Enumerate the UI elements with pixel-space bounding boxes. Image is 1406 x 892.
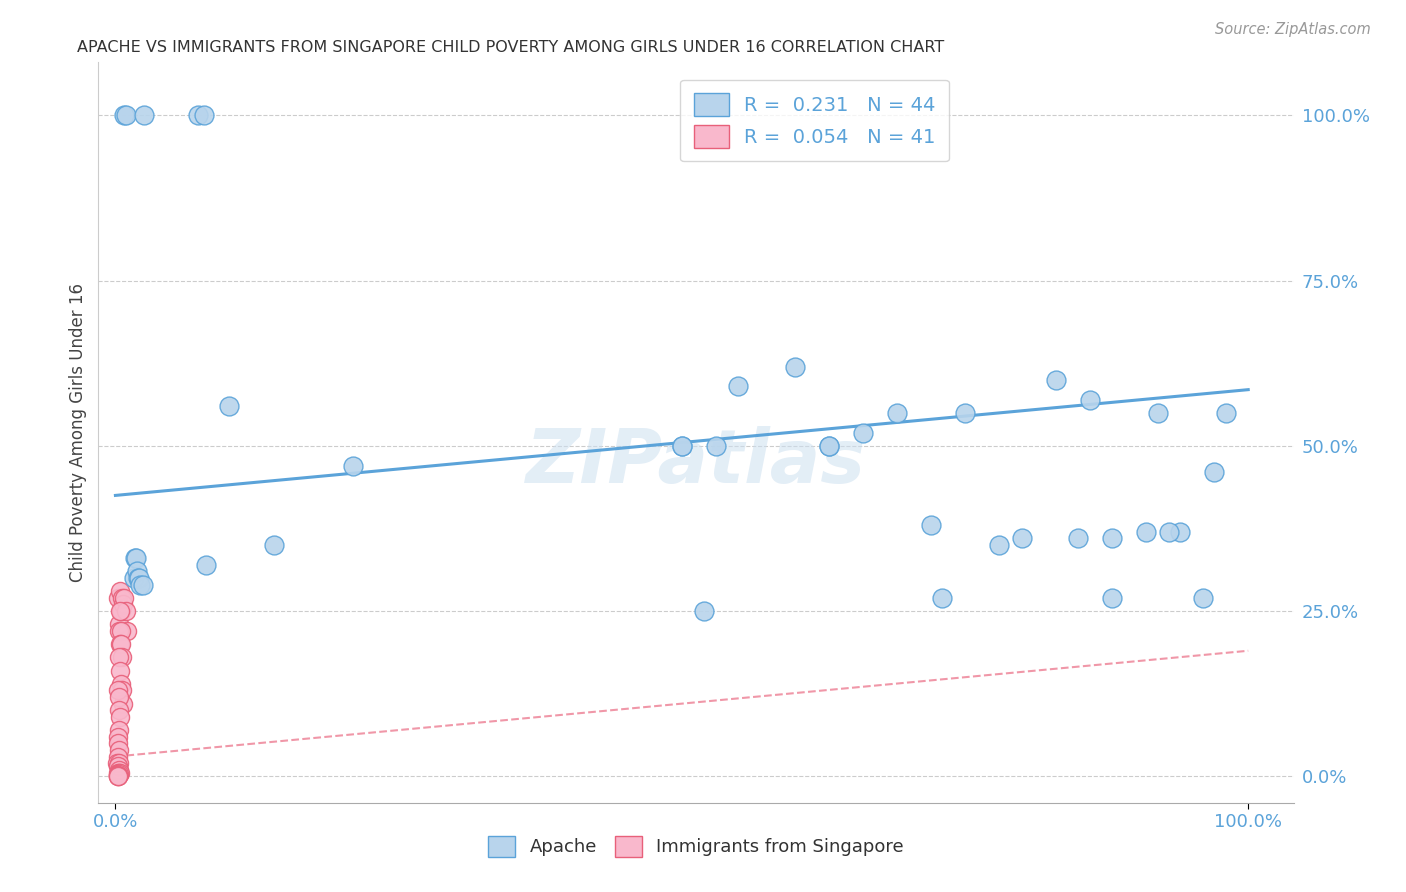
Point <box>107 683 129 698</box>
Point <box>110 637 132 651</box>
Point <box>110 604 132 618</box>
Text: APACHE VS IMMIGRANTS FROM SINGAPORE CHILD POVERTY AMONG GIRLS UNDER 16 CORRELATI: APACHE VS IMMIGRANTS FROM SINGAPORE CHIL… <box>77 40 945 55</box>
Point <box>124 551 146 566</box>
Point <box>111 650 134 665</box>
Point <box>108 617 131 632</box>
Point <box>114 108 136 122</box>
Point <box>108 584 131 599</box>
Point <box>107 736 129 750</box>
Point <box>671 439 693 453</box>
Point <box>953 406 976 420</box>
Point <box>818 439 841 453</box>
Point <box>1135 524 1157 539</box>
Point <box>107 768 129 782</box>
Point <box>108 710 131 724</box>
Point <box>342 458 364 473</box>
Point <box>112 697 135 711</box>
Point <box>122 571 145 585</box>
Y-axis label: Child Poverty Among Girls Under 16: Child Poverty Among Girls Under 16 <box>69 283 87 582</box>
Point <box>107 749 129 764</box>
Point <box>1146 406 1168 420</box>
Point <box>114 108 136 122</box>
Point <box>111 683 134 698</box>
Point <box>193 108 215 122</box>
Point <box>107 759 129 773</box>
Legend: Apache, Immigrants from Singapore: Apache, Immigrants from Singapore <box>481 829 911 864</box>
Point <box>108 624 131 638</box>
Point <box>704 439 727 453</box>
Point <box>108 664 131 678</box>
Point <box>108 650 131 665</box>
Point <box>127 571 149 585</box>
Point <box>111 591 134 605</box>
Point <box>107 766 129 780</box>
Point <box>108 763 131 777</box>
Point <box>195 558 218 572</box>
Point <box>115 624 138 638</box>
Point <box>1204 465 1226 479</box>
Point <box>108 703 131 717</box>
Point <box>108 756 131 771</box>
Point <box>114 591 136 605</box>
Point <box>125 551 148 566</box>
Point <box>125 565 148 579</box>
Point <box>988 538 1011 552</box>
Point <box>1101 591 1123 605</box>
Point <box>1078 392 1101 407</box>
Point <box>671 439 693 453</box>
Point <box>107 769 129 783</box>
Point <box>108 767 131 781</box>
Point <box>1045 373 1067 387</box>
Point <box>107 769 129 783</box>
Point <box>132 108 155 122</box>
Point <box>783 359 806 374</box>
Point <box>108 723 131 737</box>
Point <box>818 439 841 453</box>
Point <box>187 108 209 122</box>
Point <box>108 766 131 780</box>
Point <box>1192 591 1215 605</box>
Point <box>218 399 240 413</box>
Point <box>107 591 129 605</box>
Point <box>920 518 942 533</box>
Point <box>107 730 129 744</box>
Point <box>108 743 131 757</box>
Point <box>108 637 131 651</box>
Point <box>131 577 153 591</box>
Point <box>1101 532 1123 546</box>
Point <box>108 604 131 618</box>
Point <box>112 598 135 612</box>
Point <box>128 571 150 585</box>
Point <box>852 425 875 440</box>
Point <box>114 604 136 618</box>
Point <box>105 756 128 771</box>
Point <box>931 591 953 605</box>
Point <box>110 677 132 691</box>
Point <box>1168 524 1191 539</box>
Point <box>727 379 749 393</box>
Point <box>108 766 131 780</box>
Text: Source: ZipAtlas.com: Source: ZipAtlas.com <box>1215 22 1371 37</box>
Text: ZIPatlas: ZIPatlas <box>526 425 866 499</box>
Point <box>886 406 908 420</box>
Point <box>693 604 716 618</box>
Point <box>1067 532 1090 546</box>
Point <box>1157 524 1180 539</box>
Point <box>107 769 129 783</box>
Point <box>263 538 285 552</box>
Point <box>110 624 132 638</box>
Point <box>129 577 152 591</box>
Point <box>1011 532 1033 546</box>
Point <box>108 690 131 704</box>
Point <box>1215 406 1237 420</box>
